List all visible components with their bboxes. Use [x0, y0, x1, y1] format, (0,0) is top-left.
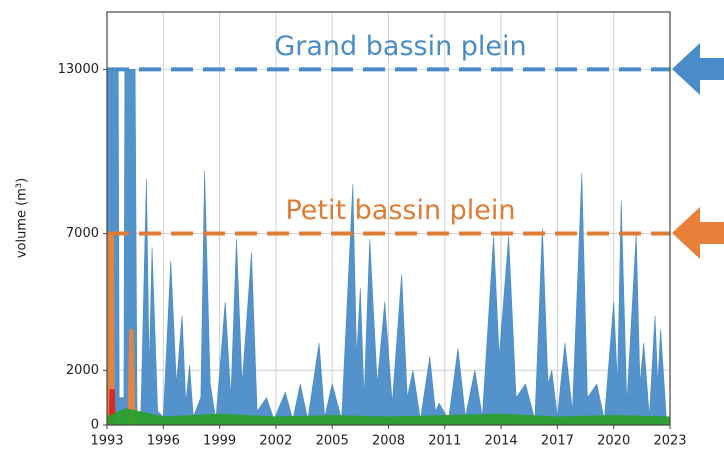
x-tick-label: 2017: [541, 434, 574, 449]
overlays: Grand bassin plein Petit bassin plein: [107, 31, 670, 236]
x-tick-label: 2005: [316, 434, 349, 449]
annotation: Petit bassin plein: [285, 195, 515, 226]
x-tick-label: 1999: [203, 434, 236, 449]
x-tick-label: 2011: [428, 434, 461, 449]
y-tick-label: 13000: [58, 62, 99, 77]
y-tick-label: 2000: [66, 363, 99, 378]
x-tick-label: 1996: [147, 434, 180, 449]
x-tick-label: 2020: [597, 434, 630, 449]
x-tick-label: 2014: [485, 434, 518, 449]
area: [106, 69, 671, 426]
y-tick-label: 7000: [66, 226, 99, 241]
x-tick-label: 2008: [372, 434, 405, 449]
area: [106, 408, 671, 426]
annotation: Grand bassin plein: [274, 31, 526, 62]
arrow-blue: [672, 43, 724, 95]
y-axis-label: volume (m³): [15, 178, 30, 258]
x-tick-label: 2002: [259, 434, 292, 449]
y-tick-label: 0: [91, 418, 99, 433]
x-tick-label: 2023: [653, 434, 686, 449]
x-tick-label: 1993: [90, 434, 123, 449]
areas: [106, 69, 671, 426]
arrow-orange: [672, 207, 724, 259]
